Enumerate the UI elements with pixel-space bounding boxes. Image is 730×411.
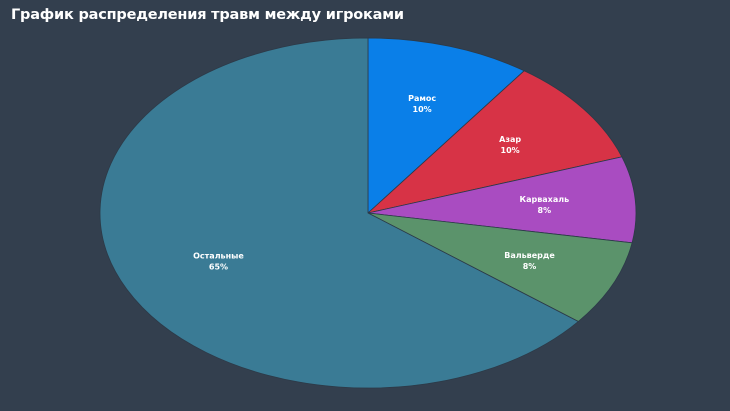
slice-value-2: 8% bbox=[538, 206, 552, 215]
pie-slice-2 bbox=[367, 156, 637, 244]
slice-value-0: 10% bbox=[413, 105, 432, 114]
slice-value-3: 8% bbox=[523, 262, 537, 271]
slice-label-4: Остальные bbox=[193, 251, 244, 260]
slice-value-4: 65% bbox=[209, 262, 228, 271]
slice-label-3: Вальверде bbox=[504, 251, 555, 260]
pie-slice-1 bbox=[366, 70, 623, 214]
pie-labels: Рамос 10% Азар 10% Карвахаль 8% Вальверде 8% Ост… bbox=[193, 94, 569, 271]
pie-slice-3 bbox=[367, 212, 633, 322]
slice-label-0: Рамос bbox=[408, 94, 436, 103]
slice-value-1: 10% bbox=[501, 146, 520, 155]
slice-label-1: Азар bbox=[499, 135, 521, 144]
slice-label-2: Карвахаль bbox=[520, 195, 570, 204]
pie-slice-4 bbox=[99, 37, 579, 389]
pie-slice-0 bbox=[367, 37, 525, 214]
chart-title: График распределения травм между игрокам… bbox=[11, 7, 404, 23]
pie-slices bbox=[99, 37, 637, 389]
